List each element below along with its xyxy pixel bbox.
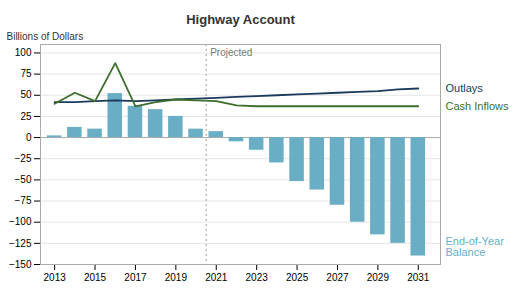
svg-text:2021: 2021 [205,272,228,283]
svg-text:−150: −150 [9,259,32,270]
svg-text:2031: 2031 [407,272,430,283]
svg-text:2029: 2029 [367,272,390,283]
svg-text:−125: −125 [9,238,32,249]
svg-text:2023: 2023 [246,272,269,283]
svg-text:Billions of Dollars: Billions of Dollars [7,31,84,42]
svg-text:2017: 2017 [124,272,147,283]
svg-text:Projected: Projected [210,47,252,58]
svg-text:End-of-YearBalance: End-of-YearBalance [446,235,505,258]
svg-text:Highway Account: Highway Account [186,12,295,27]
svg-text:2015: 2015 [84,272,107,283]
svg-text:75: 75 [20,68,32,79]
svg-text:−50: −50 [15,174,32,185]
svg-text:2019: 2019 [165,272,188,283]
svg-text:50: 50 [20,89,32,100]
svg-text:2025: 2025 [286,272,309,283]
svg-text:Cash Inflows: Cash Inflows [446,100,509,112]
svg-text:−25: −25 [15,153,32,164]
svg-text:100: 100 [15,47,32,58]
svg-text:0: 0 [26,132,32,143]
svg-text:25: 25 [20,111,32,122]
svg-text:2013: 2013 [44,272,67,283]
svg-text:−75: −75 [15,195,32,206]
svg-text:−100: −100 [9,216,32,227]
svg-text:2027: 2027 [326,272,349,283]
svg-text:Outlays: Outlays [446,82,484,94]
